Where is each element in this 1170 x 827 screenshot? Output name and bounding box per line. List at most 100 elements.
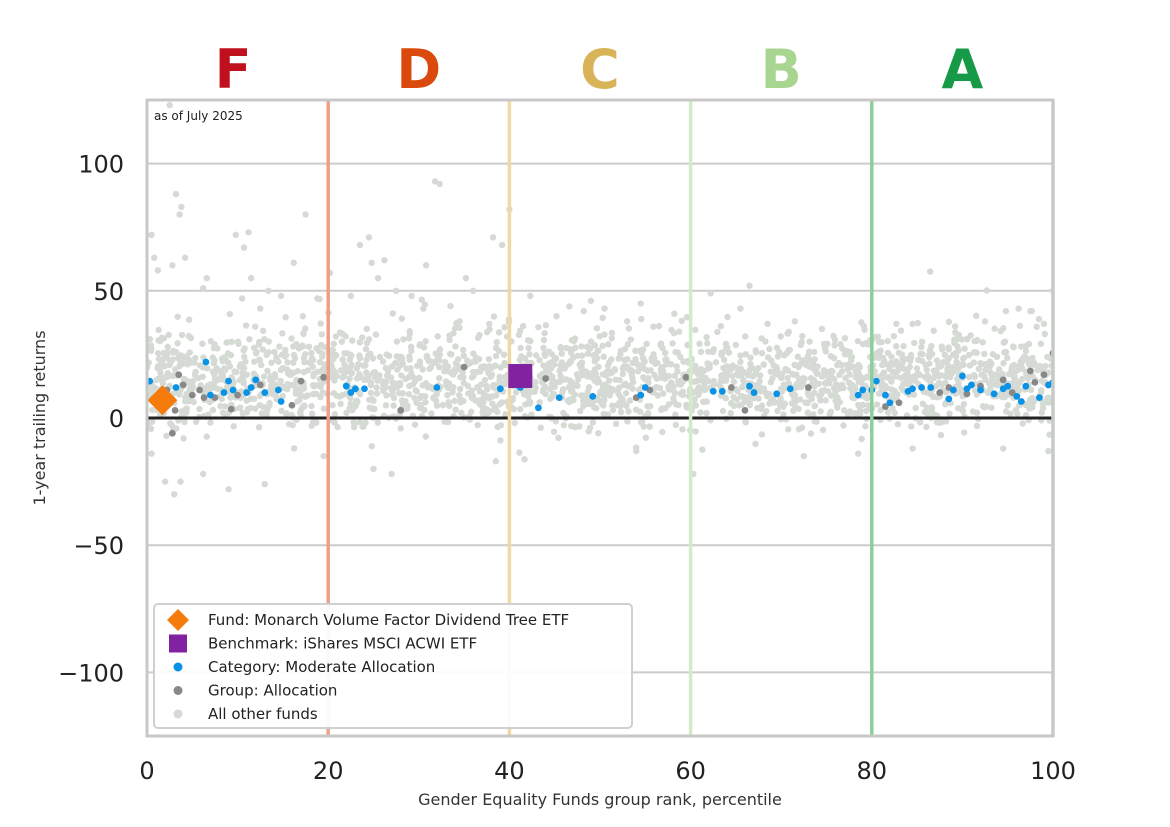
cloud-point xyxy=(765,391,772,398)
cloud-point xyxy=(569,346,576,353)
cloud-point xyxy=(971,373,979,381)
cloud-point xyxy=(906,363,914,371)
cloud-point xyxy=(608,335,616,342)
cloud-point xyxy=(826,411,833,418)
cloud-point xyxy=(441,367,448,375)
cloud-point xyxy=(672,348,679,356)
cloud-point xyxy=(441,362,449,370)
cloud-point xyxy=(893,320,900,328)
cloud-point xyxy=(660,370,667,377)
cloud-point xyxy=(412,387,420,394)
cloud-point xyxy=(180,375,188,382)
series-point xyxy=(166,101,173,109)
cloud-point xyxy=(796,396,804,403)
cloud-point xyxy=(181,418,188,426)
cloud-point xyxy=(542,390,549,398)
cloud-point xyxy=(541,370,548,377)
cloud-point xyxy=(265,349,272,356)
cloud-point xyxy=(490,313,498,320)
cloud-point xyxy=(164,373,171,380)
cloud-point xyxy=(892,370,900,378)
cloud-point xyxy=(446,350,454,358)
cloud-point xyxy=(978,371,985,378)
cloud-point xyxy=(541,329,548,337)
cloud-point xyxy=(320,361,328,368)
cloud-point xyxy=(625,408,632,415)
cloud-point xyxy=(501,374,508,381)
cloud-point xyxy=(363,369,370,376)
series-point xyxy=(460,363,468,371)
cloud-point xyxy=(862,393,869,401)
cloud-point xyxy=(419,366,426,373)
cloud-point xyxy=(1000,360,1007,367)
cloud-point xyxy=(629,359,637,367)
series-point xyxy=(433,384,441,391)
cloud-point xyxy=(191,371,199,379)
cloud-point xyxy=(346,375,353,382)
cloud-point xyxy=(612,420,620,428)
series-point xyxy=(288,401,296,409)
series-point xyxy=(161,478,169,485)
series-point xyxy=(746,382,753,390)
cloud-point xyxy=(675,401,682,409)
cloud-point xyxy=(457,396,465,403)
cloud-point xyxy=(811,389,818,397)
cloud-point xyxy=(982,366,989,374)
cloud-point xyxy=(884,361,892,368)
cloud-point xyxy=(742,351,749,358)
cloud-point xyxy=(921,408,929,416)
series-point xyxy=(238,295,246,302)
series-point xyxy=(207,391,214,399)
series-point xyxy=(257,305,264,312)
cloud-point xyxy=(973,337,980,345)
cloud-point xyxy=(811,356,818,363)
cloud-point xyxy=(579,397,587,404)
cloud-point xyxy=(422,433,430,440)
cloud-point xyxy=(724,313,731,321)
cloud-point xyxy=(205,411,212,418)
cloud-point xyxy=(569,381,576,388)
cloud-point xyxy=(282,314,289,321)
cloud-point xyxy=(648,357,656,364)
cloud-point xyxy=(388,385,395,392)
cloud-point xyxy=(1044,353,1051,361)
cloud-point xyxy=(767,368,774,375)
cloud-point xyxy=(560,409,567,417)
cloud-point xyxy=(626,397,634,404)
cloud-point xyxy=(532,384,539,392)
cloud-point xyxy=(422,338,429,345)
series-point xyxy=(580,307,587,315)
cloud-point xyxy=(960,354,968,362)
cloud-point xyxy=(717,376,725,384)
series-point xyxy=(1013,392,1021,400)
cloud-point xyxy=(189,378,197,385)
cloud-point xyxy=(209,368,217,375)
cloud-point xyxy=(719,349,726,357)
cloud-point xyxy=(756,377,763,385)
series-point xyxy=(881,391,889,399)
cloud-point xyxy=(661,349,669,357)
cloud-point xyxy=(548,375,555,382)
series-point xyxy=(764,320,771,328)
cloud-point xyxy=(1011,368,1019,376)
cloud-point xyxy=(1033,323,1040,331)
cloud-point xyxy=(960,429,968,436)
series-point xyxy=(727,384,735,391)
cloud-point xyxy=(789,370,796,378)
cloud-point xyxy=(516,356,523,364)
series-point xyxy=(356,241,364,249)
cloud-point xyxy=(818,390,825,398)
cloud-point xyxy=(356,352,363,359)
legend-label: Benchmark: iShares MSCI ACWI ETF xyxy=(208,635,477,653)
cloud-point xyxy=(1017,343,1025,350)
cloud-point xyxy=(637,419,645,426)
series-point xyxy=(370,465,377,473)
series-point xyxy=(299,313,307,320)
cloud-point xyxy=(501,359,508,367)
series-point xyxy=(1015,305,1022,312)
cloud-point xyxy=(665,401,673,408)
cloud-point xyxy=(780,403,787,411)
series-point xyxy=(909,385,916,393)
cloud-point xyxy=(475,356,483,363)
